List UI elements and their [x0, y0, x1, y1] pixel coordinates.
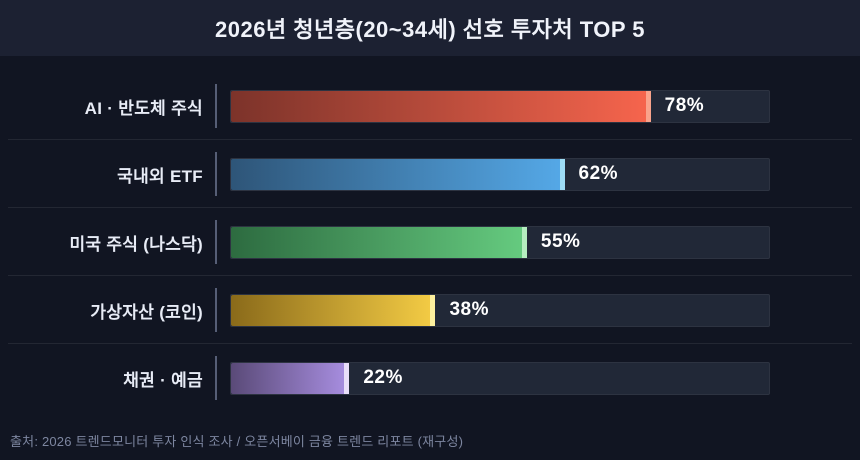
bar-track: 78% — [230, 89, 770, 123]
value-label: 78% — [664, 95, 705, 116]
bar-track: 22% — [230, 361, 770, 395]
row-divider — [8, 207, 852, 208]
bar-label: 가상자산 (코인) — [90, 302, 203, 322]
bar-fill — [231, 90, 651, 122]
bar-row-us-stocks: 미국 주식 (나스닥) 55% — [0, 208, 860, 276]
bar-label: 국내외 ETF — [117, 166, 203, 186]
label-divider — [215, 288, 217, 332]
bar-track: 55% — [230, 225, 770, 259]
value-label: 22% — [363, 367, 403, 388]
bar-row-ai-semiconductor: AI · 반도체 주식 78% — [0, 72, 860, 140]
bar-row-crypto: 가상자산 (코인) 38% — [0, 276, 860, 344]
bar-track: 62% — [230, 157, 770, 191]
bar-fill — [231, 362, 350, 394]
row-divider — [8, 139, 852, 140]
page-title: 2026년 청년층(20~34세) 선호 투자처 TOP 5 — [214, 17, 645, 42]
row-divider — [8, 275, 852, 276]
source-note: 출처: 2026 트렌드모니터 투자 인식 조사 / 오픈서베이 금융 트렌드 … — [10, 434, 464, 449]
label-divider — [215, 84, 217, 128]
label-divider — [215, 220, 217, 264]
row-divider — [8, 343, 852, 344]
value-label: 62% — [578, 163, 619, 184]
label-divider — [215, 152, 217, 196]
value-label: 55% — [540, 231, 581, 252]
header: 2026년 청년층(20~34세) 선호 투자처 TOP 5 — [0, 0, 860, 56]
bar-row-bonds-deposits: 채권 · 예금 22% — [0, 344, 860, 412]
label-divider — [215, 356, 217, 400]
bar-label: AI · 반도체 주식 — [84, 98, 203, 118]
bar-fill — [231, 294, 436, 326]
bar-fill — [231, 158, 565, 190]
bar-fill — [231, 226, 527, 258]
bar-label: 미국 주식 (나스닥) — [69, 234, 203, 254]
bar-row-etf: 국내외 ETF 62% — [0, 140, 860, 208]
bar-chart: AI · 반도체 주식 78% 국내외 ETF 62% 미국 주식 (나스닥) … — [0, 72, 860, 412]
bar-track: 38% — [230, 293, 770, 327]
value-label: 38% — [449, 299, 489, 320]
bar-label: 채권 · 예금 — [123, 370, 203, 390]
